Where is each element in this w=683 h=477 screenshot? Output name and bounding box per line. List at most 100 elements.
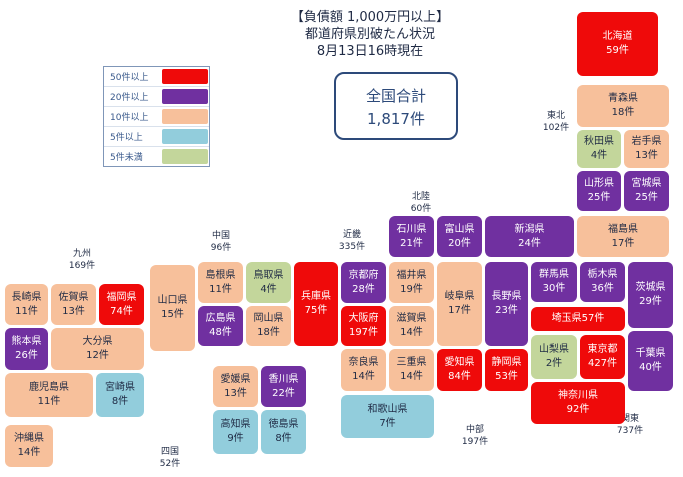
pref-okinawa: 沖縄県 14件 [5, 425, 53, 467]
pref-saitama: 埼玉県 57件 [531, 307, 625, 331]
region-count: 335件 [338, 242, 366, 252]
pref-count: 8件 [111, 396, 129, 407]
pref-osaka: 大阪府 197件 [341, 306, 386, 346]
pref-name: 群馬県 [539, 269, 569, 280]
pref-name: 香川県 [268, 373, 299, 385]
pref-name: 愛媛県 [220, 373, 251, 385]
pref-count: 74件 [110, 305, 133, 317]
pref-name: 鳥取県 [253, 269, 284, 281]
region-count: 169件 [68, 261, 96, 271]
pref-nagasaki: 長崎県 11件 [5, 284, 48, 325]
legend-label: 5件未満 [110, 153, 143, 163]
pref-name: 福岡県 [106, 291, 137, 303]
pref-count: 17件 [448, 305, 471, 316]
pref-name: 京都府 [348, 269, 379, 281]
pref-name: 沖縄県 [14, 433, 44, 444]
pref-chiba: 千葉県 40件 [628, 331, 673, 391]
pref-name: 富山県 [444, 223, 475, 235]
region-count: 96件 [210, 243, 232, 253]
pref-name: 宮城県 [631, 178, 662, 189]
pref-nara: 奈良県 14件 [341, 349, 386, 391]
pref-aichi: 愛知県 84件 [437, 349, 482, 391]
legend-row: 50件以上 [104, 67, 209, 87]
region-name: 北陸 [411, 192, 430, 202]
pref-name: 青森県 [608, 93, 638, 104]
pref-name: 栃木県 [587, 269, 618, 280]
region-tohoku: 東北 102件 [526, 110, 586, 134]
pref-hokkaido: 北海道 59件 [577, 12, 658, 76]
pref-count: 25件 [587, 192, 611, 203]
pref-mie: 三重県 14件 [389, 349, 434, 391]
region-count: 197件 [461, 437, 489, 447]
pref-count: 4件 [590, 150, 608, 161]
legend: 50件以上 20件以上 10件以上 5件以上 5件未満 [103, 66, 210, 167]
pref-yamaguchi: 山口県 15件 [150, 265, 195, 351]
pref-name: 愛知県 [444, 357, 475, 368]
pref-name: 千葉県 [635, 348, 666, 359]
pref-niigata: 新潟県 24件 [485, 216, 574, 257]
pref-count: 14件 [400, 327, 423, 338]
pref-name: 福島県 [608, 223, 638, 235]
pref-saga: 佐賀県 13件 [51, 284, 96, 325]
legend-swatch [162, 69, 208, 84]
pref-kyoto: 京都府 28件 [341, 262, 386, 303]
pref-name: 岡山県 [253, 313, 284, 324]
region-count: 60件 [410, 204, 432, 214]
pref-ishikawa: 石川県 21件 [389, 216, 434, 257]
pref-kumamoto: 熊本県 26件 [5, 328, 48, 370]
pref-count: 57件 [581, 313, 605, 324]
pref-gifu: 岐阜県 17件 [437, 262, 482, 346]
pref-count: 9件 [227, 433, 244, 444]
pref-shiga: 滋賀県 14件 [389, 306, 434, 346]
pref-fukuoka: 福岡県 74件 [99, 284, 144, 325]
pref-yamagata: 山形県 25件 [577, 171, 621, 211]
pref-aomori: 青森県 18件 [577, 85, 669, 127]
pref-hyogo: 兵庫県 75件 [294, 262, 338, 346]
pref-name: 岩手県 [631, 136, 662, 147]
pref-hiroshima: 広島県 48件 [198, 306, 243, 346]
pref-miyagi: 宮城県 25件 [624, 171, 669, 211]
pref-name: 熊本県 [11, 336, 42, 347]
pref-count: 11件 [15, 305, 38, 317]
pref-name: 静岡県 [491, 357, 522, 368]
region-name: 九州 [72, 249, 91, 259]
pref-wakayama: 和歌山県 7件 [341, 395, 434, 438]
legend-swatch [162, 149, 208, 164]
pref-name: 山口県 [157, 295, 188, 306]
legend-row: 5件以上 [104, 127, 209, 147]
region-name: 東北 [546, 111, 565, 121]
pref-name: 佐賀県 [58, 291, 89, 303]
pref-name: 埼玉県 [551, 313, 582, 324]
national-total-count: 1,817件 [367, 110, 425, 128]
national-total: 全国合計 1,817件 [334, 72, 458, 140]
pref-count: 7件 [379, 417, 396, 429]
pref-name: 和歌山県 [367, 403, 408, 415]
legend-label: 20件以上 [110, 93, 149, 103]
pref-count: 18件 [257, 327, 280, 338]
pref-count: 13件 [224, 387, 247, 399]
pref-ehime: 愛媛県 13件 [213, 366, 258, 407]
pref-toyama: 富山県 20件 [437, 216, 482, 257]
pref-kagawa: 香川県 22件 [261, 366, 306, 407]
pref-oita: 大分県 12件 [51, 328, 144, 370]
pref-name: 長野県 [491, 291, 522, 302]
pref-tochigi: 栃木県 36件 [580, 262, 625, 302]
pref-name: 山形県 [584, 178, 614, 189]
pref-name: 新潟県 [514, 223, 545, 235]
region-count: 737件 [616, 426, 644, 436]
pref-count: 14件 [352, 371, 375, 382]
pref-count: 14件 [17, 447, 41, 458]
pref-fukui: 福井県 19件 [389, 262, 434, 303]
pref-okayama: 岡山県 18件 [246, 306, 291, 346]
pref-kagoshima: 鹿児島県 11件 [5, 373, 93, 417]
pref-name: 兵庫県 [301, 291, 331, 302]
pref-name: 岐阜県 [444, 291, 475, 302]
pref-kanagawa: 神奈川県 92件 [531, 382, 625, 424]
legend-swatch [162, 129, 208, 144]
pref-name: 奈良県 [348, 357, 379, 368]
pref-name: 高知県 [220, 419, 251, 430]
pref-count: 19件 [400, 283, 423, 295]
region-shikoku: 四国 52件 [140, 446, 200, 470]
legend-row: 20件以上 [104, 87, 209, 107]
pref-count: 11件 [37, 396, 61, 407]
